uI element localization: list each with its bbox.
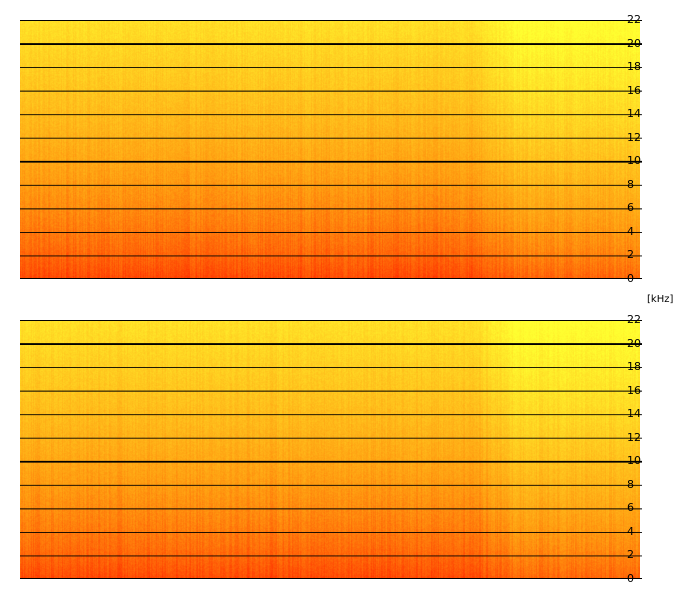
y-tick-label: 14 [627,407,641,421]
y-tick-label: 18 [627,60,641,74]
y-tick-label: 14 [627,107,641,121]
frequency-unit-label: [kHz] [647,294,674,305]
y-tick-label: 22 [627,313,641,326]
y-tick-label: 8 [627,177,634,191]
y-tick-label: 22 [627,13,641,26]
spectrogram-bottom-grid [20,320,642,579]
spectrogram-top [20,20,642,279]
y-tick-label: 6 [627,201,634,215]
y-tick-label: 18 [627,360,641,374]
spectrogram-bottom-heatmap [20,320,640,579]
y-tick-label: 0 [627,272,634,285]
y-tick-label: 10 [627,454,641,468]
y-tick-label: 6 [627,501,634,515]
y-tick-label: 4 [627,524,634,538]
y-tick-label: 16 [627,383,641,397]
y-tick-label: 10 [627,154,641,168]
spectrogram-top-grid [20,20,642,279]
y-tick-label: 20 [627,36,641,50]
y-tick-label: 20 [627,336,641,350]
y-tick-label: 16 [627,83,641,97]
spectrogram-top-heatmap [20,20,640,279]
y-tick-label: 4 [627,224,634,238]
y-tick-label: 2 [627,548,634,562]
y-tick-label: 2 [627,248,634,262]
y-tick-label: 12 [627,430,641,444]
y-tick-label: 12 [627,130,641,144]
spectrogram-bottom [20,320,642,579]
y-tick-label: 0 [627,572,634,585]
y-tick-label: 8 [627,477,634,491]
